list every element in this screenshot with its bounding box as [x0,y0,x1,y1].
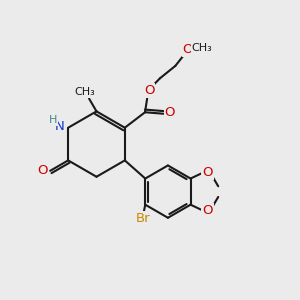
Text: O: O [202,204,213,217]
Text: H: H [49,115,57,125]
Text: O: O [202,166,213,179]
Text: CH₃: CH₃ [192,43,212,53]
Text: O: O [38,164,48,177]
Text: Br: Br [136,212,150,225]
Text: O: O [144,84,154,97]
Text: O: O [183,43,193,56]
Text: O: O [165,106,175,119]
Text: N: N [54,120,64,133]
Text: CH₃: CH₃ [74,87,95,97]
